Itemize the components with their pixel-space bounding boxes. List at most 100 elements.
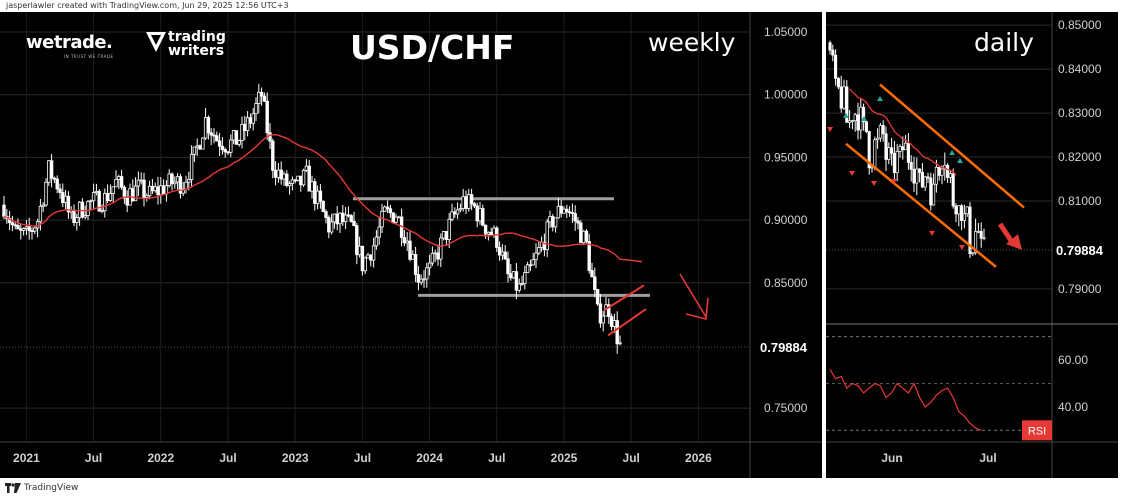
trading-writers-logo: trading writers	[168, 30, 226, 58]
weekly-candle-body	[369, 254, 373, 261]
daily-candle-body	[828, 42, 832, 51]
weekly-candle-body	[548, 216, 552, 223]
daily-chart-panel[interactable]: 0.85000 0.84000 0.83000 0.82000 0.81000 0.790…	[826, 12, 1118, 478]
daily-candle-body	[856, 114, 860, 131]
daily-candle-body	[965, 206, 969, 215]
weekly-last-price-label: 0.79884	[760, 340, 808, 355]
weekly-candle-body	[584, 230, 589, 242]
weekly-candle-body	[545, 221, 549, 251]
daily-y-tick-label: 0.82000	[1058, 150, 1102, 164]
attribution-bar: jasperlawler created with TradingView.co…	[0, 0, 1121, 12]
daily-candle-body	[948, 173, 952, 178]
daily-candle-body	[974, 231, 978, 254]
weekly-candle-body	[374, 236, 379, 247]
weekly-candle-body	[579, 222, 583, 244]
weekly-candle-body	[229, 139, 233, 153]
weekly-candle-body	[486, 231, 491, 235]
weekly-candle-body	[523, 272, 527, 284]
daily-candle-body	[890, 147, 894, 154]
weekly-candle-body	[175, 176, 180, 183]
weekly-candle-body	[52, 177, 57, 180]
weekly-candle-body	[478, 208, 482, 222]
trading-writers-line1: trading	[168, 29, 226, 45]
daily-candle-body	[878, 125, 882, 139]
rsi-line	[829, 369, 982, 431]
daily-downward-arrow-icon	[997, 222, 1015, 244]
weekly-candle-body	[173, 181, 177, 185]
weekly-chart-panel[interactable]: 1.05000 1.00000 0.95000 0.90000 0.85000 0.750…	[0, 12, 822, 478]
weekly-candle-body	[534, 252, 538, 261]
daily-buy-marker-icon	[861, 116, 867, 121]
weekly-candle-body	[413, 254, 418, 275]
chart-title: USD/CHF	[350, 28, 515, 67]
weekly-candle-body	[315, 190, 320, 204]
weekly-candle-body	[21, 228, 26, 231]
daily-candle-body	[892, 152, 896, 174]
weekly-candle-body	[483, 224, 488, 235]
daily-candle-body	[873, 139, 877, 168]
weekly-candle-body	[226, 151, 230, 154]
daily-candle-body	[943, 164, 947, 170]
weekly-candle-body	[44, 181, 48, 206]
weekly-candle-body	[562, 208, 566, 214]
weekly-y-tick-label: 1.05000	[764, 25, 808, 39]
weekly-candle-body	[556, 205, 561, 219]
weekly-candle-body	[609, 316, 614, 327]
weekly-candle-body	[13, 224, 17, 227]
weekly-candle-body	[332, 213, 337, 223]
daily-candle-body	[876, 137, 880, 141]
daily-candle-body	[864, 121, 868, 132]
daily-candle-body	[887, 147, 891, 160]
daily-candle-body	[909, 162, 913, 170]
daily-y-tick-label: 0.85000	[1058, 18, 1102, 32]
weekly-candle-body	[411, 254, 415, 260]
daily-chart-svg[interactable]: 0.85000 0.84000 0.83000 0.82000 0.81000 0.790…	[826, 12, 1118, 478]
daily-candle-body	[932, 183, 936, 206]
weekly-candle-body	[416, 274, 421, 283]
weekly-candle-body	[237, 140, 241, 145]
weekly-candle-body	[371, 245, 376, 261]
weekly-channel-upper-line	[603, 284, 645, 312]
weekly-candle-body	[441, 231, 446, 239]
weekly-candle-body	[346, 214, 351, 217]
weekly-candle-body	[282, 173, 286, 180]
weekly-candle-body	[366, 254, 370, 259]
weekly-candle-body	[436, 252, 440, 260]
weekly-x-tick-label: Jul	[219, 451, 236, 465]
weekly-candle-body	[178, 176, 183, 194]
weekly-chart-svg[interactable]: 1.05000 1.00000 0.95000 0.90000 0.85000 0.750…	[0, 12, 822, 478]
daily-candle-body	[957, 205, 961, 215]
weekly-candle-body	[391, 212, 395, 223]
weekly-candle-body	[114, 179, 118, 188]
daily-y-tick-label: 0.79000	[1058, 282, 1102, 296]
weekly-x-tick-label: Jul	[623, 451, 640, 465]
weekly-candle-body	[72, 209, 76, 223]
daily-buy-marker-icon	[949, 150, 955, 155]
weekly-candle-body	[573, 213, 577, 222]
weekly-candle-body	[394, 216, 398, 223]
weekly-candle-body	[377, 226, 381, 238]
weekly-candle-body	[290, 179, 295, 185]
weekly-candle-body	[444, 231, 449, 240]
daily-candle-body	[831, 49, 835, 56]
daily-candle-body	[940, 168, 944, 176]
weekly-candle-body	[209, 132, 213, 136]
weekly-candle-body	[240, 123, 244, 141]
weekly-candle-body	[203, 117, 208, 139]
weekly-candle-body	[245, 117, 250, 132]
daily-candle-body	[845, 86, 849, 123]
weekly-y-tick-label: 0.75000	[764, 401, 808, 415]
weekly-candle-body	[41, 204, 45, 207]
weekly-candle-body	[360, 245, 365, 272]
daily-candle-body	[946, 164, 950, 178]
weekly-candle-body	[220, 145, 225, 150]
weekly-timeframe-label: weekly	[648, 28, 736, 57]
daily-candle-body	[898, 146, 902, 152]
daily-candle-body	[850, 120, 854, 123]
weekly-y-tick-label: 1.00000	[764, 88, 808, 102]
weekly-candle-body	[433, 252, 437, 255]
weekly-candle-body	[598, 303, 603, 324]
daily-candle-body	[937, 166, 941, 176]
daily-sell-marker-icon	[827, 127, 833, 132]
daily-candle-body	[923, 176, 927, 188]
